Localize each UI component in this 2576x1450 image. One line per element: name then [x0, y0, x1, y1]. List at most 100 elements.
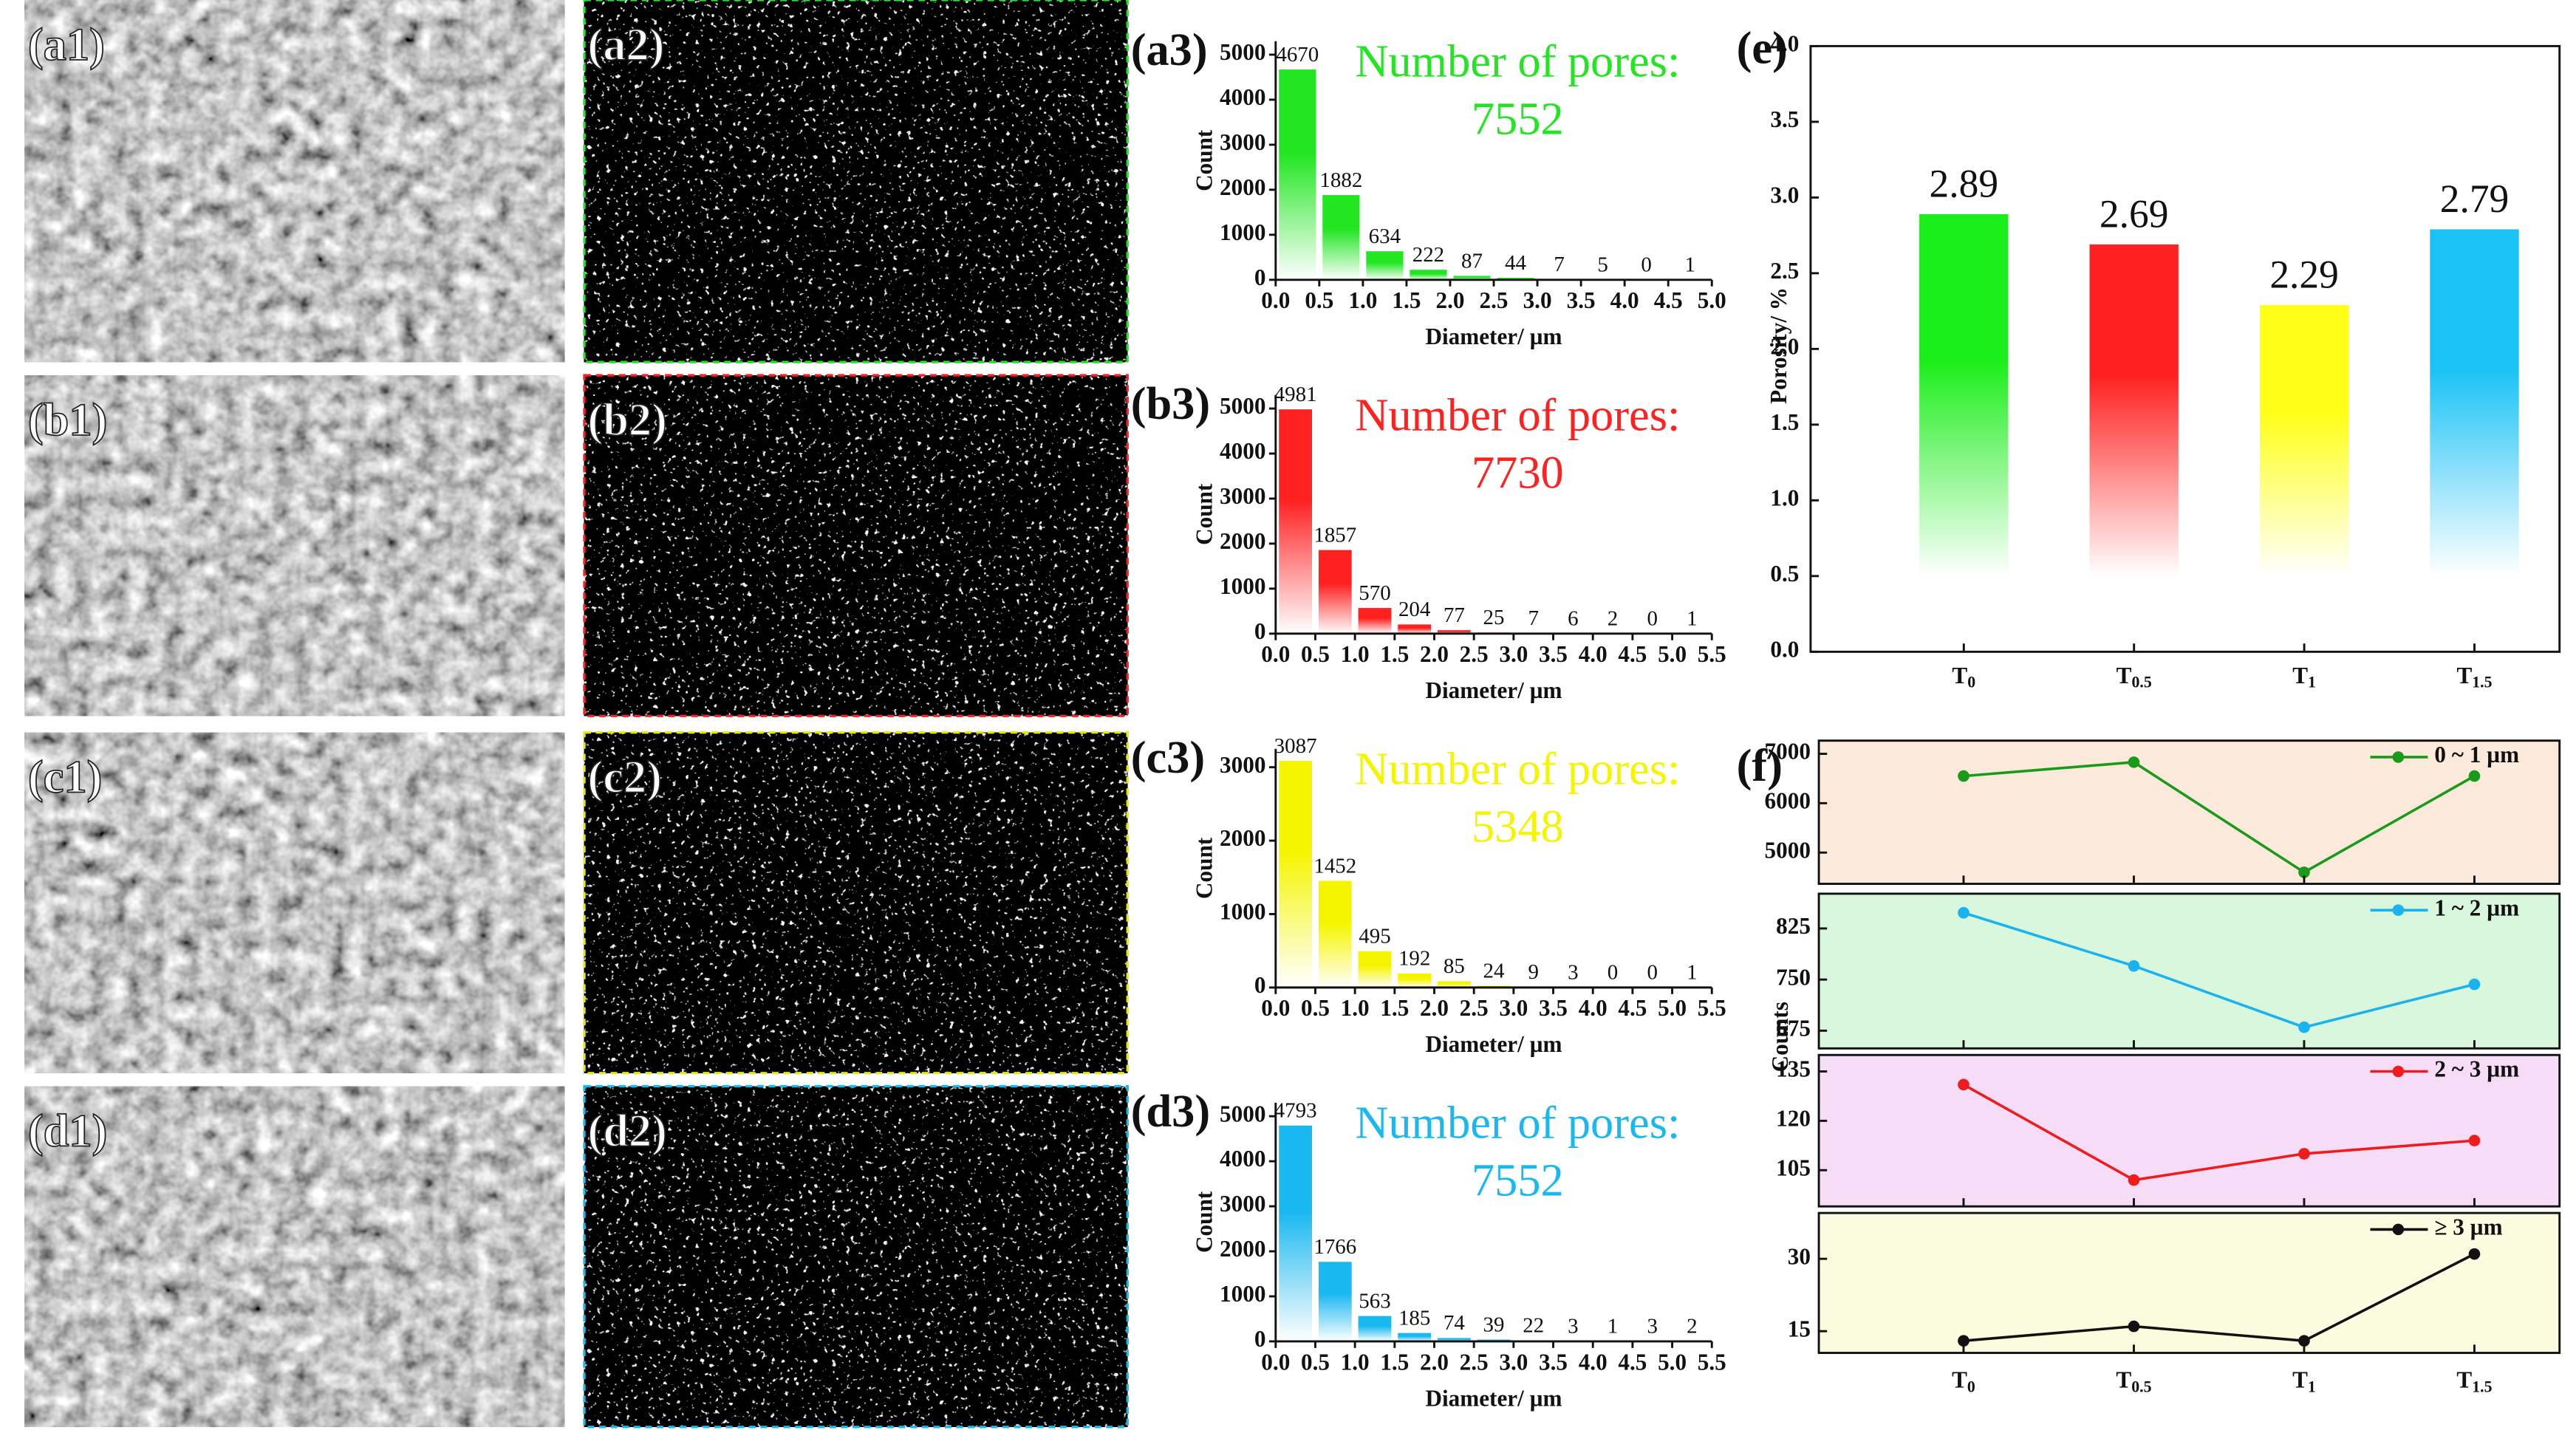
plot-frame: [1809, 44, 2561, 653]
image-label: (d1): [28, 1106, 107, 1157]
y-tick-label: 0.0: [1770, 637, 1799, 663]
histogram-bar: [1279, 1125, 1313, 1341]
bar: [2259, 304, 2349, 652]
y-axis-label: Porosity/ %: [1766, 287, 1791, 404]
y-tick-label: 0: [1254, 618, 1266, 644]
x-tick-label: 2.5: [1460, 1349, 1489, 1375]
pore-map: [584, 375, 1128, 717]
x-tick-label: 4.0: [1579, 641, 1608, 667]
x-tick-label: 1.0: [1348, 287, 1377, 313]
data-point: [2298, 1148, 2310, 1160]
y-tick-label: 0.5: [1770, 561, 1799, 587]
histogram-bar: [1437, 1338, 1471, 1341]
image-label: (a2): [587, 19, 664, 70]
value-label: 3: [1568, 1315, 1578, 1338]
value-label: 2: [1687, 1315, 1697, 1338]
y-tick-label: 1000: [1220, 573, 1265, 599]
annotation: 7730: [1472, 447, 1564, 498]
x-tick-label: T1.5: [2456, 1367, 2492, 1396]
x-tick-label: 2.0: [1420, 995, 1449, 1021]
data-point: [1958, 770, 1969, 782]
x-axis-label: Diameter/ µm: [1425, 677, 1562, 703]
value-label: 74: [1444, 1311, 1465, 1335]
x-tick-label: 3.5: [1567, 287, 1596, 313]
label-part: 1: [2308, 674, 2316, 691]
pore-map-border: [583, 374, 1129, 717]
x-tick-label: 0.5: [1301, 995, 1330, 1021]
pore-map-border: [583, 0, 1129, 363]
image-label: (b2): [587, 394, 666, 445]
value-label: 87: [1461, 249, 1483, 273]
x-tick-label: 3.0: [1499, 1349, 1528, 1375]
legend-marker: [2392, 1223, 2405, 1236]
value-label: 4670: [1276, 43, 1319, 66]
image-label: (c2): [587, 752, 661, 803]
bar: [2430, 229, 2519, 652]
value-label: 5: [1597, 253, 1608, 276]
label-part: T: [1952, 1367, 1967, 1393]
panel-label: (f): [1737, 740, 1783, 791]
annotation: Number of pores:: [1355, 1098, 1680, 1149]
x-axis-label: Diameter/ µm: [1425, 324, 1562, 349]
value-label: 563: [1359, 1289, 1390, 1313]
y-tick-label: 3000: [1220, 129, 1265, 155]
x-tick-label: T0.5: [2116, 1367, 2151, 1396]
value-label: 24: [1483, 959, 1505, 982]
legend-marker: [2392, 904, 2405, 916]
y-tick-label: 2.5: [1770, 258, 1799, 284]
value-label: 495: [1359, 924, 1390, 948]
value-label: 3: [1647, 1315, 1657, 1338]
annotation: 7552: [1472, 93, 1564, 144]
y-axis-label: Count: [1191, 129, 1217, 191]
value-label: 39: [1483, 1313, 1505, 1336]
x-tick-label: 0.5: [1301, 641, 1330, 667]
histogram-bar: [1318, 550, 1352, 634]
y-tick-label: 135: [1776, 1056, 1811, 1082]
label-part: T: [2116, 1367, 2131, 1393]
x-tick-label: 1.0: [1341, 995, 1370, 1021]
pore-map: [584, 1086, 1128, 1427]
y-tick-label: 1.0: [1770, 485, 1799, 511]
x-tick-label: 4.0: [1579, 1349, 1608, 1375]
histogram-bar: [1358, 608, 1392, 634]
x-tick-label: 3.5: [1539, 995, 1568, 1021]
x-tick-label: 5.5: [1698, 641, 1726, 667]
x-tick-label: T0: [1952, 663, 1975, 691]
x-tick-label: 3.0: [1523, 287, 1552, 313]
y-tick-label: 1000: [1220, 1281, 1265, 1307]
value-label: 77: [1444, 603, 1465, 627]
x-tick-label: 2.5: [1480, 287, 1509, 313]
histogram-bar: [1279, 409, 1313, 634]
x-tick-label: 1.5: [1380, 995, 1409, 1021]
y-tick-label: 750: [1776, 964, 1811, 990]
value-label: 0: [1647, 607, 1657, 631]
x-tick-label: 0.5: [1305, 287, 1333, 313]
histogram-bar: [1358, 1316, 1392, 1341]
series-line: [1963, 912, 2475, 1029]
y-tick-label: 2000: [1220, 1236, 1265, 1262]
x-axis-label: Diameter/ µm: [1425, 1031, 1562, 1057]
image-label: (c1): [28, 752, 102, 803]
y-tick-label: 0: [1254, 1326, 1266, 1352]
x-tick-label: T0: [1952, 1367, 1975, 1396]
y-tick-label: 675: [1776, 1015, 1811, 1041]
y-tick-label: 825: [1776, 913, 1811, 939]
histogram-bar: [1322, 195, 1360, 280]
sem-image: [24, 375, 565, 717]
y-axis-label: Count: [1191, 483, 1217, 545]
x-tick-label: T0.5: [2117, 663, 2152, 691]
value-label: 1766: [1313, 1235, 1356, 1259]
y-axis-label: Counts: [1767, 1002, 1793, 1072]
y-tick-label: 120: [1776, 1106, 1811, 1132]
value-label: 2: [1608, 607, 1618, 631]
bar: [1919, 213, 2009, 652]
y-tick-label: 3000: [1220, 483, 1265, 509]
x-tick-label: 4.5: [1654, 287, 1683, 313]
pore-map: [584, 0, 1128, 363]
value-label: 1857: [1313, 523, 1356, 547]
x-tick-label: 2.0: [1435, 287, 1464, 313]
label-part: 0.5: [2131, 674, 2151, 691]
value-label: 1: [1608, 1315, 1618, 1338]
label-part: 0.5: [2131, 1378, 2151, 1395]
label-part: T: [2456, 663, 2472, 688]
